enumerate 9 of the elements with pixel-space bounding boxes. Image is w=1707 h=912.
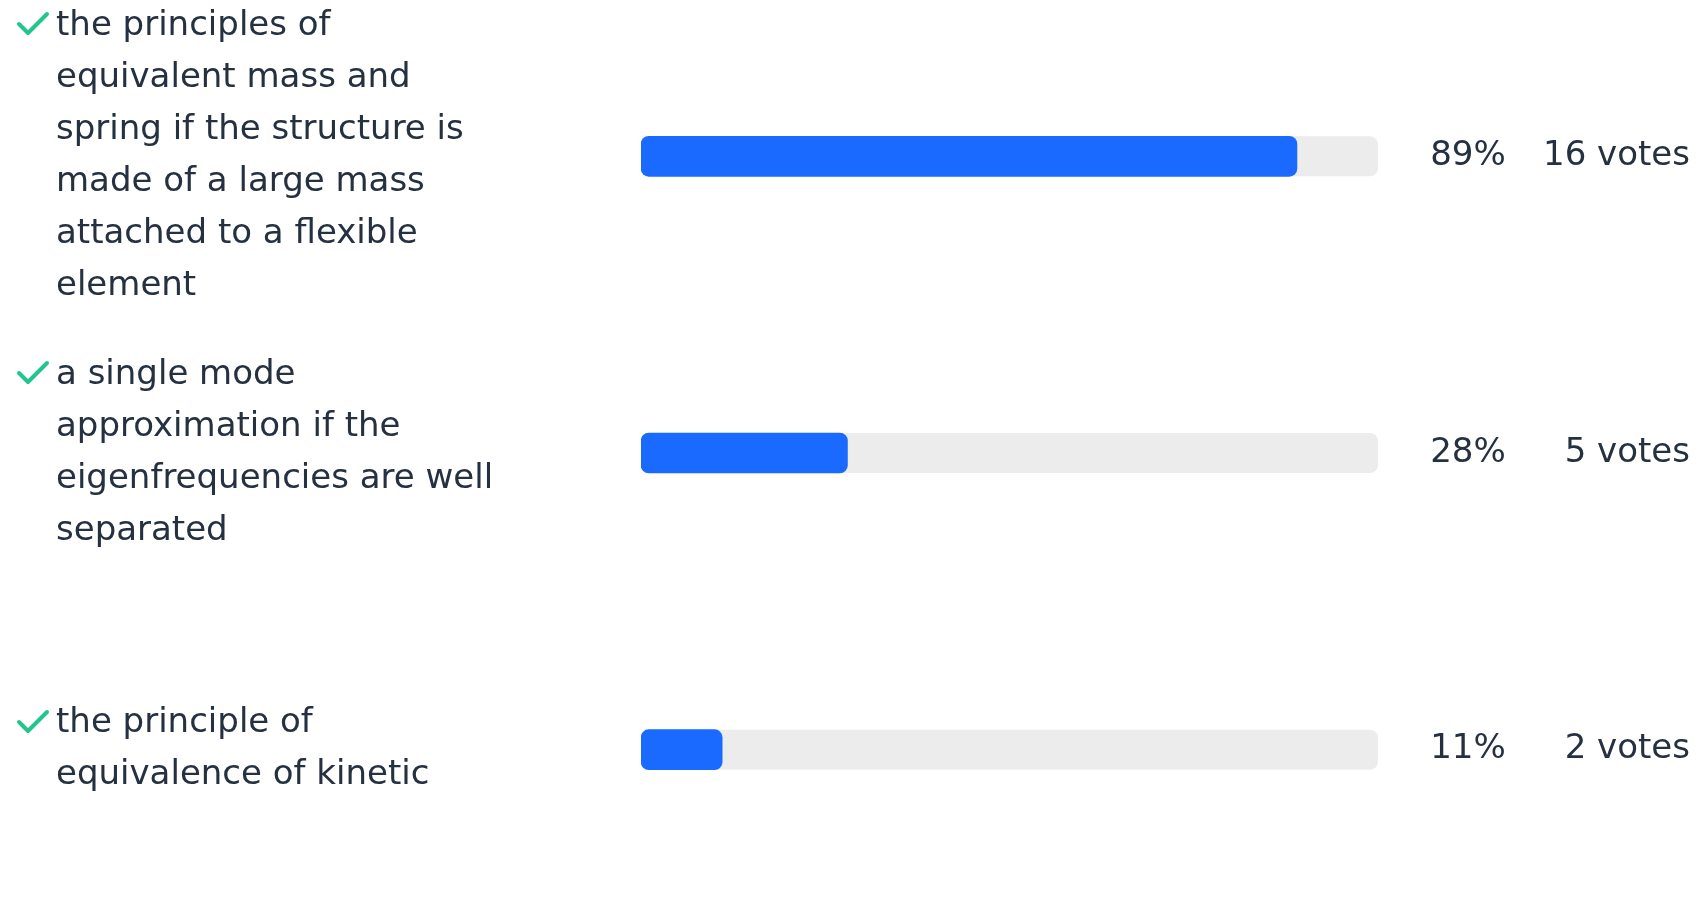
y-tick-label: the principle of equivalence of kinetic [56, 700, 430, 793]
y-tick-label: a single mode approximation if the eigenfrequencies are well separated [56, 351, 494, 548]
data-label: 28% [1430, 429, 1506, 470]
y-tick-label: the principles of equivalent mass and spring if the structure is made of a large mass attached to a flexible element [56, 3, 464, 304]
text: 5 votes [1564, 429, 1690, 470]
data-label: 11% [1430, 726, 1506, 767]
text: 2 votes [1564, 726, 1690, 767]
text: 16 votes [1543, 133, 1690, 174]
data-label: 89% [1430, 133, 1506, 174]
